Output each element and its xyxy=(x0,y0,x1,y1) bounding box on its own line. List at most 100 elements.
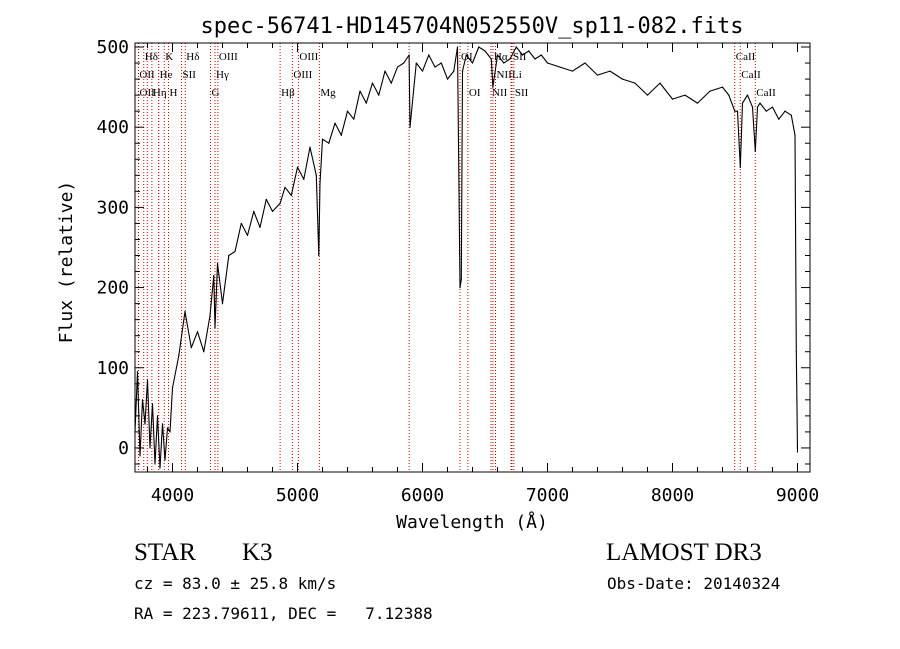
data-point xyxy=(534,58,536,60)
line-label: Hα xyxy=(494,51,508,63)
line-label: H xyxy=(170,87,178,99)
data-point xyxy=(154,463,156,465)
chart-title: spec-56741-HD145704N052550V_sp11-082.fit… xyxy=(200,14,743,39)
data-point xyxy=(346,110,349,112)
data-point xyxy=(371,82,374,84)
line-label: OII xyxy=(139,69,155,81)
data-point xyxy=(321,138,324,140)
line-label: NII xyxy=(497,69,513,81)
line-label: OI xyxy=(461,51,473,63)
data-point xyxy=(709,90,711,92)
data-point xyxy=(456,46,459,48)
line-label: He xyxy=(160,69,173,81)
data-point xyxy=(214,327,216,329)
data-point xyxy=(303,178,305,180)
spectrum-line xyxy=(134,46,799,469)
y-tick-label: 100 xyxy=(96,358,129,379)
data-point xyxy=(796,451,799,453)
data-point xyxy=(415,62,417,64)
data-point xyxy=(141,399,144,401)
data-point xyxy=(421,70,424,72)
data-point xyxy=(144,423,146,425)
x-tick-label: 8000 xyxy=(651,485,694,506)
data-point xyxy=(756,106,759,108)
data-point xyxy=(253,210,255,212)
data-point xyxy=(584,62,586,64)
data-point xyxy=(794,134,796,136)
data-point xyxy=(784,110,786,112)
data-point xyxy=(171,387,174,389)
data-point xyxy=(203,351,205,353)
data-point xyxy=(234,250,236,253)
data-point xyxy=(159,467,161,469)
data-point xyxy=(596,74,599,76)
data-point xyxy=(460,278,462,281)
line-label: OIII xyxy=(219,51,238,63)
data-point xyxy=(571,70,574,72)
data-point xyxy=(721,86,724,88)
data-point xyxy=(490,58,492,60)
data-point xyxy=(751,106,754,108)
data-point xyxy=(471,62,474,64)
data-point xyxy=(459,286,461,289)
data-point xyxy=(319,182,321,184)
data-point xyxy=(646,94,649,96)
line-label: Mg xyxy=(320,87,336,99)
data-point xyxy=(139,455,141,457)
data-point xyxy=(434,66,436,68)
data-point xyxy=(216,262,219,265)
line-label: OIII xyxy=(299,51,318,63)
data-point xyxy=(213,274,215,277)
data-point xyxy=(684,94,686,96)
data-point xyxy=(409,126,411,128)
coordinates: RA = 223.79611, DEC = 7.12388 xyxy=(134,604,433,623)
data-point xyxy=(446,78,449,80)
line-label: OIII xyxy=(293,69,312,81)
survey-name: LAMOST DR3 xyxy=(606,539,762,566)
data-point xyxy=(340,134,342,136)
x-tick-label: 6000 xyxy=(401,485,444,506)
spectrum-chart: Hδ K Hδ OIII OIII OI Hα SII CaII OII He SII Hγ OIII NI… xyxy=(0,0,900,540)
data-point xyxy=(390,82,392,84)
data-point xyxy=(359,90,361,92)
x-axis-label: Wavelength (Å) xyxy=(396,511,548,533)
data-point xyxy=(478,46,480,48)
data-point xyxy=(528,50,530,52)
y-tick-label: 300 xyxy=(96,197,129,218)
data-point xyxy=(309,146,311,148)
data-point xyxy=(164,459,166,461)
line-label: CaII xyxy=(736,51,756,63)
line-label: Hη xyxy=(153,87,167,99)
data-point xyxy=(240,222,242,225)
data-point xyxy=(221,303,224,305)
data-point xyxy=(190,347,192,349)
data-point xyxy=(259,226,261,229)
data-point xyxy=(328,142,330,144)
data-point xyxy=(734,110,736,112)
line-label: CaII xyxy=(756,87,776,99)
data-point xyxy=(334,122,336,124)
x-tick-label: 4000 xyxy=(151,485,194,506)
y-tick-label: 200 xyxy=(96,278,129,299)
data-point xyxy=(403,62,405,64)
x-tick-label: 9000 xyxy=(776,485,819,506)
data-point xyxy=(378,94,380,96)
data-point xyxy=(365,102,367,104)
data-point xyxy=(296,166,299,168)
data-point xyxy=(609,70,611,72)
data-point xyxy=(161,423,164,425)
data-point xyxy=(659,82,661,84)
data-point xyxy=(428,54,430,56)
line-label: Hδ xyxy=(186,51,199,63)
data-point xyxy=(166,427,169,429)
data-point xyxy=(408,54,410,56)
chart-background xyxy=(0,0,900,540)
data-point xyxy=(196,331,199,333)
line-label: K xyxy=(165,51,173,63)
data-point xyxy=(739,166,741,168)
line-label: Hβ xyxy=(281,87,295,99)
data-point xyxy=(736,110,739,112)
observation-date: Obs-Date: 20140324 xyxy=(607,574,781,593)
line-label: Li xyxy=(512,69,522,81)
redshift-velocity: cz = 83.0 ± 25.8 km/s xyxy=(134,574,337,593)
